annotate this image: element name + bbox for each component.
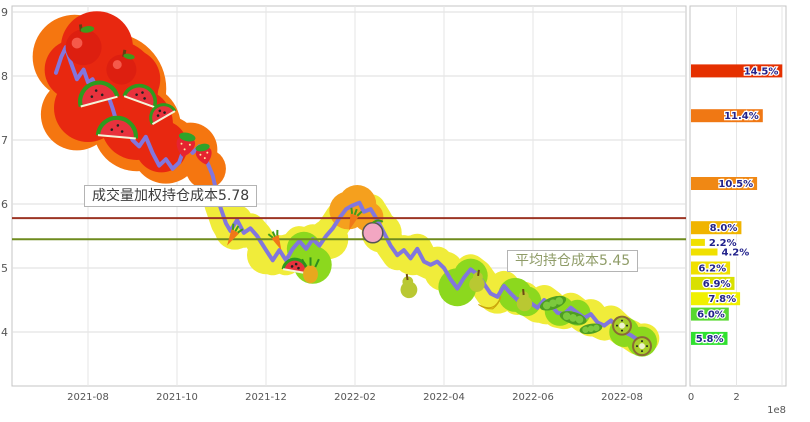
distribution-bar [691,177,758,190]
bar-label: 2.2% [709,238,737,249]
carrot-icon [227,223,244,246]
bar-label: 10.5% [718,179,753,190]
x-tick-label: 2022-04 [423,392,465,403]
distribution-bar [691,331,728,345]
distribution-bar [691,248,718,256]
distribution-bar [691,307,729,321]
bar-label: 6.9% [703,279,731,290]
chart-decorations [12,11,686,357]
bar-label: 5.8% [696,334,724,345]
x-tick-label: 2022-06 [512,392,554,403]
x-tick-label: 2022-02 [334,392,376,403]
peas-icon [539,295,567,311]
bar-label: 6.0% [697,310,725,321]
y-tick-label: 6 [1,198,8,211]
price-line [54,45,647,342]
peas-icon [559,311,587,325]
strawberry-icon [176,132,196,157]
bar-label: 8.0% [710,223,738,234]
vwap-cost-label: 成交量加权持仓成本5.78 [84,185,258,207]
distribution-plot-border [689,5,787,387]
distribution-bar [691,276,735,290]
bar-label: 14.5% [744,66,779,77]
bar-label: 6.2% [698,264,726,275]
axis-exponent-label: 1e8 [767,405,786,416]
pineapple-icon [301,257,320,284]
carrot-icon [349,207,363,231]
bar-label: 7.8% [708,294,736,305]
x-tick-label: 0 [688,392,694,403]
peach-icon [362,219,384,244]
kiwi-icon [632,336,652,357]
cost-blob [135,120,188,173]
carrot-icon [267,229,282,251]
cost-blob [185,148,226,189]
banana-icon [478,296,502,310]
pear-icon [516,288,533,312]
distribution-bar [691,261,731,275]
strawberry-icon [195,143,212,165]
kiwi-icon [612,315,632,336]
x-tick-label: 2021-08 [67,392,109,403]
y-tick-label: 9 [1,6,8,19]
distribution-bar [691,292,741,306]
y-tick-label: 5 [1,262,8,275]
avg-cost-label: 平均持仓成本5.45 [507,250,639,272]
distribution-bar [691,238,705,246]
watermelon-icon [149,103,177,125]
bar-label: 11.4% [724,111,759,122]
y-tick-label: 7 [1,134,8,147]
peas-icon [579,323,603,335]
bar-label: 4.2% [722,248,750,259]
apple-icon [106,49,137,85]
apple-icon [65,24,102,66]
watermelon-icon [78,80,120,108]
pear-icon [400,273,418,299]
distribution-bar [691,221,742,235]
distribution-bar [691,109,763,123]
x-tick-label: 2022-08 [601,392,643,403]
x-tick-label: 2 [733,392,739,403]
watermelon-icon [122,83,157,109]
distribution-bar [691,64,783,78]
watermelon-icon [95,115,138,140]
pear-icon [469,269,485,292]
y-tick-label: 4 [1,326,8,339]
x-tick-label: 2021-12 [245,392,287,403]
y-tick-label: 8 [1,70,8,83]
x-tick-label: 2021-10 [156,392,198,403]
